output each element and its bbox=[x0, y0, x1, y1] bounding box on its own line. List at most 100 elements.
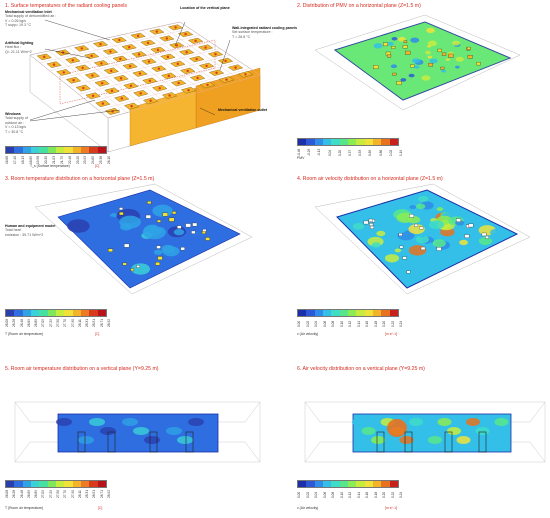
colorbar-tick-label: 0.00 bbox=[297, 491, 301, 498]
panel-hotspot bbox=[205, 64, 208, 68]
colorbar-tick-label: -0.46 bbox=[297, 148, 301, 156]
occupant-marker bbox=[420, 246, 426, 251]
colorbar-tick-label: 27.50 bbox=[56, 319, 60, 327]
panel-hotspot bbox=[167, 74, 170, 78]
pmv-zone bbox=[455, 65, 460, 69]
colorbar-swatch bbox=[389, 139, 398, 145]
colorbar-swatch bbox=[47, 481, 56, 487]
colorbar-tick-label: 27.70 bbox=[63, 490, 68, 498]
colorbar-tick-label: 27.29 bbox=[48, 490, 53, 498]
panel-hotspot bbox=[149, 99, 152, 103]
occupant-marker bbox=[436, 247, 442, 251]
colorbar-label: v (Air velocity) bbox=[297, 332, 319, 336]
colorbar-pmv bbox=[297, 138, 399, 146]
velocity-section-zone bbox=[418, 427, 433, 435]
occupant-marker bbox=[205, 237, 210, 241]
colorbar-tick-label: 0.53 bbox=[358, 149, 363, 156]
panel-title: 6. Air velocity distribution on a vertic… bbox=[297, 366, 425, 372]
colorbar-tick-label: 28.31 bbox=[85, 490, 90, 498]
velocity-zone bbox=[396, 212, 414, 223]
temperature-section-zone bbox=[199, 427, 215, 435]
temperature-zone bbox=[173, 228, 185, 236]
colorbar-swatch bbox=[14, 310, 23, 316]
colorbar-tick-label: 26.69 bbox=[26, 490, 31, 498]
colorbar-swatch bbox=[80, 310, 90, 316]
temperature-section-zone bbox=[122, 418, 138, 426]
temperature-section-zone bbox=[111, 436, 127, 444]
panel-hotspot bbox=[204, 46, 207, 49]
panel-hotspot bbox=[234, 66, 237, 69]
panel-room-temperature-vertical: 5. Room air temperature distribution on … bbox=[0, 342, 275, 518]
panel-hotspot bbox=[177, 81, 180, 85]
colorbar-tick-label: -0.13 bbox=[317, 148, 322, 156]
occupant-marker bbox=[145, 214, 151, 219]
colorbar-tick-label: 28.51 bbox=[92, 319, 97, 327]
panel-hotspot bbox=[90, 54, 93, 58]
colorbar-swatch bbox=[72, 147, 81, 153]
colorbar-swatch bbox=[347, 139, 357, 145]
occupant-marker bbox=[437, 48, 443, 53]
colorbar-tick-label: 0.69 bbox=[368, 149, 373, 156]
occupant-marker bbox=[383, 42, 388, 47]
velocity-section-zone bbox=[399, 436, 414, 444]
colorbar-swatch bbox=[30, 147, 40, 153]
velocity-zone bbox=[490, 228, 504, 237]
panel-hotspot bbox=[128, 45, 131, 49]
colorbar-swatch bbox=[55, 147, 65, 153]
panel-hotspot bbox=[136, 34, 140, 38]
colorbar-tick-label: 20.30 bbox=[44, 156, 49, 164]
occupant-marker bbox=[172, 211, 177, 215]
grid-line bbox=[68, 48, 221, 87]
panel-title: 5. Room air temperature distribution on … bbox=[5, 366, 159, 372]
colorbar-swatch bbox=[89, 481, 98, 487]
occupant-marker bbox=[409, 214, 415, 218]
temperature-zone bbox=[177, 237, 191, 245]
velocity-zone bbox=[352, 222, 365, 230]
colorbar-unit: [m s^-1] bbox=[385, 332, 397, 336]
colorbar-swatch bbox=[80, 147, 90, 153]
velocity-peak bbox=[387, 419, 407, 437]
colorbar-swatch bbox=[55, 310, 65, 316]
velocity-zone bbox=[409, 205, 417, 210]
colorbar-swatch bbox=[39, 147, 48, 153]
panel-hotspot bbox=[128, 65, 132, 68]
velocity-zone bbox=[432, 239, 446, 248]
panel-hotspot bbox=[185, 50, 188, 54]
temperature-plan bbox=[34, 183, 253, 295]
colorbar-tick-label: 0.02 bbox=[305, 320, 310, 327]
pmv-zone bbox=[426, 27, 435, 33]
colorbar-tick-label: 28.71 bbox=[99, 319, 104, 327]
colorbar-tick-label: 0.10 bbox=[339, 320, 344, 327]
colorbar-tick-label: 27.70 bbox=[63, 319, 68, 327]
colorbar-tick-label: 21.03 bbox=[52, 156, 57, 164]
panel-hotspot bbox=[176, 62, 179, 66]
colorbar-tick-label: 28.11 bbox=[77, 319, 82, 327]
temperature-zone bbox=[98, 216, 121, 230]
panel-hotspot bbox=[225, 78, 228, 81]
colorbar-tick-label: 26.69 bbox=[26, 319, 31, 327]
colorbar-tick-label: 0.04 bbox=[314, 491, 318, 498]
colorbar-tick-label: 0.06 bbox=[322, 491, 327, 498]
colorbar-swatch bbox=[389, 310, 398, 316]
panel-hotspot bbox=[80, 47, 83, 50]
colorbar-tick-label: 0.04 bbox=[314, 320, 318, 327]
colorbar-tick-label: 28.11 bbox=[77, 490, 82, 498]
velocity-section-zones bbox=[352, 418, 509, 453]
colorbar-swatch bbox=[47, 310, 56, 316]
colorbar-swatch bbox=[72, 481, 81, 487]
panel-hotspot bbox=[120, 97, 124, 100]
note-vertical-plane: Location of the vertical plane bbox=[180, 6, 230, 10]
panel-hotspot bbox=[100, 62, 103, 65]
panel-hotspot bbox=[214, 53, 217, 56]
colorbar-swatch bbox=[347, 310, 357, 316]
occupant-marker bbox=[168, 217, 175, 222]
colorbar-tick-label: 0.86 bbox=[378, 149, 383, 156]
ceiling-panels-grid bbox=[29, 21, 261, 119]
colorbar-tick-label: 0.20 bbox=[382, 491, 386, 498]
colorbar-air-velocity bbox=[297, 480, 399, 488]
occupant-marker bbox=[124, 243, 130, 248]
panel-hotspot bbox=[110, 89, 114, 93]
occupant-sections bbox=[77, 431, 194, 453]
colorbar-swatch bbox=[306, 481, 315, 487]
colorbar-unit: [C] bbox=[95, 164, 100, 168]
